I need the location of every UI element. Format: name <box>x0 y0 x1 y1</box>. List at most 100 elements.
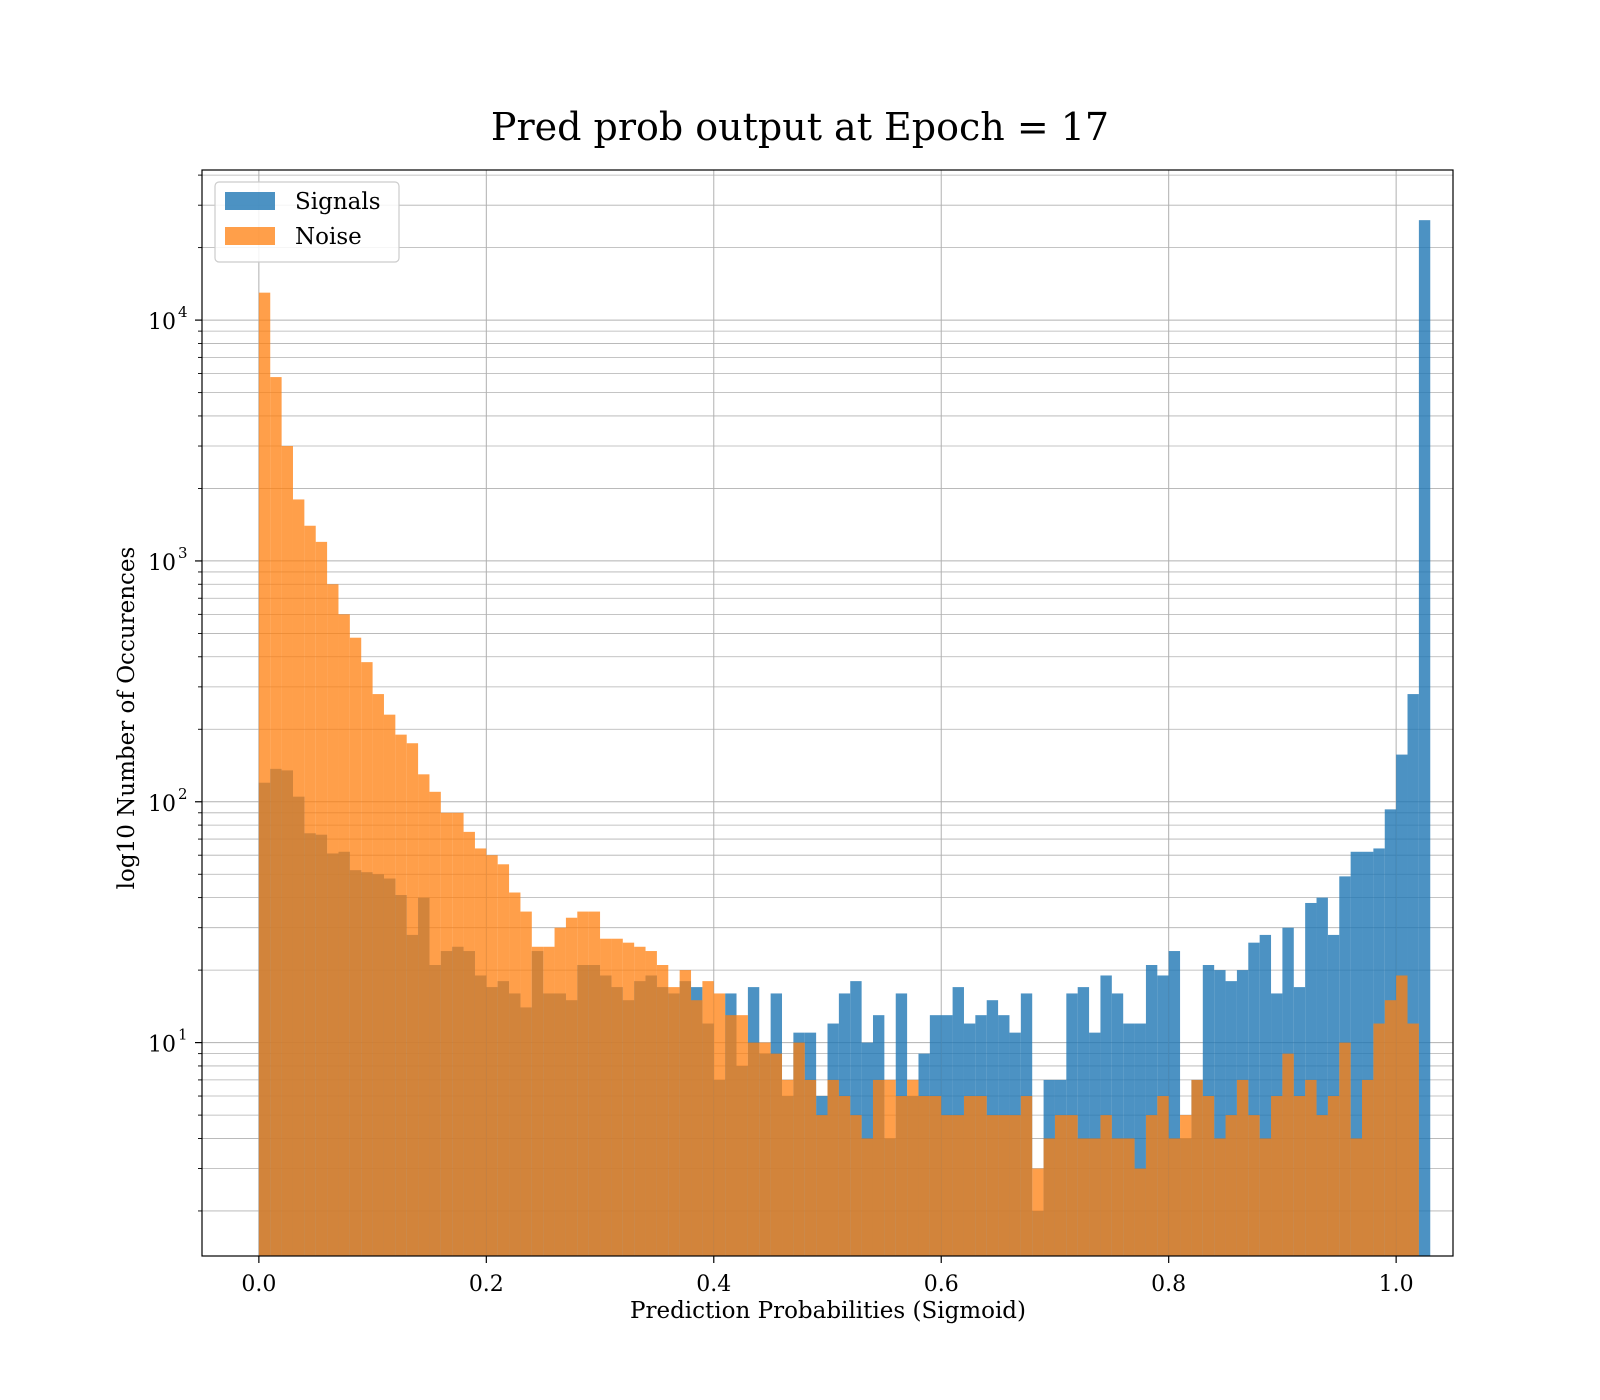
bar-noise-10 <box>372 694 384 1256</box>
y-tick-label: 10 <box>148 310 176 335</box>
bar-noise-54 <box>872 1079 885 1256</box>
y-tick-label: 10 <box>148 1033 176 1058</box>
bar-noise-70 <box>1054 1115 1067 1256</box>
x-tick-label: 0.2 <box>469 1272 504 1297</box>
legend-swatch-signals <box>225 192 275 210</box>
bar-noise-39 <box>702 981 714 1256</box>
bar-noise-19 <box>474 848 487 1256</box>
bar-noise-22 <box>509 892 521 1256</box>
bar-noise-4 <box>304 525 316 1256</box>
y-tick-exponent: 1 <box>178 1026 188 1044</box>
histogram-bars <box>258 220 1431 1257</box>
bar-noise-90 <box>1282 1053 1294 1256</box>
bar-noise-41 <box>725 1015 737 1256</box>
bar-noise-11 <box>383 714 396 1256</box>
bar-noise-29 <box>588 911 601 1256</box>
bar-noise-17 <box>452 812 464 1256</box>
bar-signals-97 <box>1362 851 1374 1256</box>
bar-noise-101 <box>1407 1023 1419 1256</box>
legend-label-signals: Signals <box>295 189 381 215</box>
bar-noise-33 <box>634 946 646 1256</box>
bar-noise-38 <box>691 1000 703 1256</box>
bar-noise-48 <box>804 1079 817 1256</box>
bar-signals-75 <box>1111 993 1124 1256</box>
bar-noise-76 <box>1123 1138 1135 1256</box>
x-tick-label: 1.0 <box>1379 1272 1414 1297</box>
bar-noise-69 <box>1043 1138 1055 1256</box>
bar-noise-75 <box>1111 1138 1124 1256</box>
bar-noise-86 <box>1236 1079 1249 1256</box>
chart-title: Pred prob output at Epoch = 17 <box>491 105 1109 149</box>
bar-noise-50 <box>827 1079 839 1256</box>
bar-noise-96 <box>1350 1138 1363 1256</box>
x-tick-label: 0.6 <box>924 1272 959 1297</box>
bar-noise-65 <box>998 1115 1010 1256</box>
bar-noise-97 <box>1362 1079 1374 1256</box>
bar-noise-9 <box>361 662 373 1256</box>
bar-noise-16 <box>440 812 453 1256</box>
bar-noise-13 <box>406 743 419 1256</box>
y-tick-label: 10 <box>148 792 176 817</box>
bar-noise-2 <box>281 446 293 1256</box>
bar-signals-88 <box>1259 934 1272 1256</box>
y-tick-label: 10 <box>148 551 176 576</box>
bar-noise-87 <box>1248 1115 1260 1256</box>
bar-noise-83 <box>1202 1096 1215 1256</box>
bar-signals-93 <box>1316 897 1328 1256</box>
bar-noise-24 <box>531 946 544 1256</box>
bar-noise-73 <box>1089 1138 1101 1256</box>
bar-noise-8 <box>349 637 362 1256</box>
bar-signals-77 <box>1134 1023 1146 1256</box>
bar-noise-58 <box>918 1096 930 1256</box>
bar-noise-42 <box>736 1015 748 1256</box>
bar-noise-82 <box>1191 1079 1203 1256</box>
bar-noise-55 <box>884 1079 896 1256</box>
bar-noise-23 <box>520 911 532 1256</box>
bar-signals-94 <box>1327 934 1340 1256</box>
bar-noise-40 <box>713 993 726 1256</box>
bar-noise-31 <box>611 938 623 1256</box>
bar-noise-1 <box>270 377 282 1256</box>
x-tick-label: 0.4 <box>696 1272 731 1297</box>
bar-noise-62 <box>963 1096 976 1256</box>
bar-noise-43 <box>747 1042 760 1256</box>
bar-noise-36 <box>668 987 680 1256</box>
bar-noise-52 <box>850 1115 862 1256</box>
x-tick-label: 0.0 <box>241 1272 276 1297</box>
bar-signals-78 <box>1145 965 1158 1256</box>
bar-noise-94 <box>1327 1096 1340 1256</box>
legend-swatch-noise <box>225 227 275 245</box>
bar-noise-26 <box>554 927 566 1256</box>
y-axis-label: log10 Number of Occurences <box>114 547 140 890</box>
bar-noise-98 <box>1373 1023 1385 1256</box>
bar-noise-80 <box>1168 1138 1181 1256</box>
bar-noise-74 <box>1100 1115 1112 1256</box>
bar-noise-25 <box>543 946 555 1256</box>
bar-noise-45 <box>770 1053 783 1256</box>
legend-label-noise: Noise <box>295 224 362 250</box>
bar-signals-72 <box>1077 987 1090 1256</box>
bar-noise-56 <box>895 1096 908 1256</box>
bar-noise-44 <box>759 1042 771 1256</box>
bar-signals-101 <box>1407 694 1419 1256</box>
bar-noise-20 <box>486 855 498 1256</box>
bar-noise-68 <box>1032 1168 1044 1256</box>
bar-noise-49 <box>816 1115 828 1256</box>
bar-noise-67 <box>1020 1096 1033 1256</box>
bar-noise-15 <box>429 791 441 1256</box>
bar-noise-88 <box>1259 1138 1272 1256</box>
bar-noise-18 <box>463 831 475 1256</box>
bar-noise-72 <box>1077 1138 1090 1256</box>
bar-noise-89 <box>1271 1096 1283 1256</box>
bar-signals-87 <box>1248 942 1260 1256</box>
bar-noise-77 <box>1134 1168 1146 1256</box>
bar-noise-5 <box>315 541 328 1256</box>
bar-noise-93 <box>1316 1115 1328 1256</box>
bar-noise-21 <box>497 864 510 1256</box>
x-axis-label: Prediction Probabilities (Sigmoid) <box>630 1298 1026 1324</box>
y-tick-exponent: 3 <box>178 544 188 562</box>
bar-noise-85 <box>1225 1115 1237 1256</box>
bar-noise-14 <box>418 774 430 1256</box>
